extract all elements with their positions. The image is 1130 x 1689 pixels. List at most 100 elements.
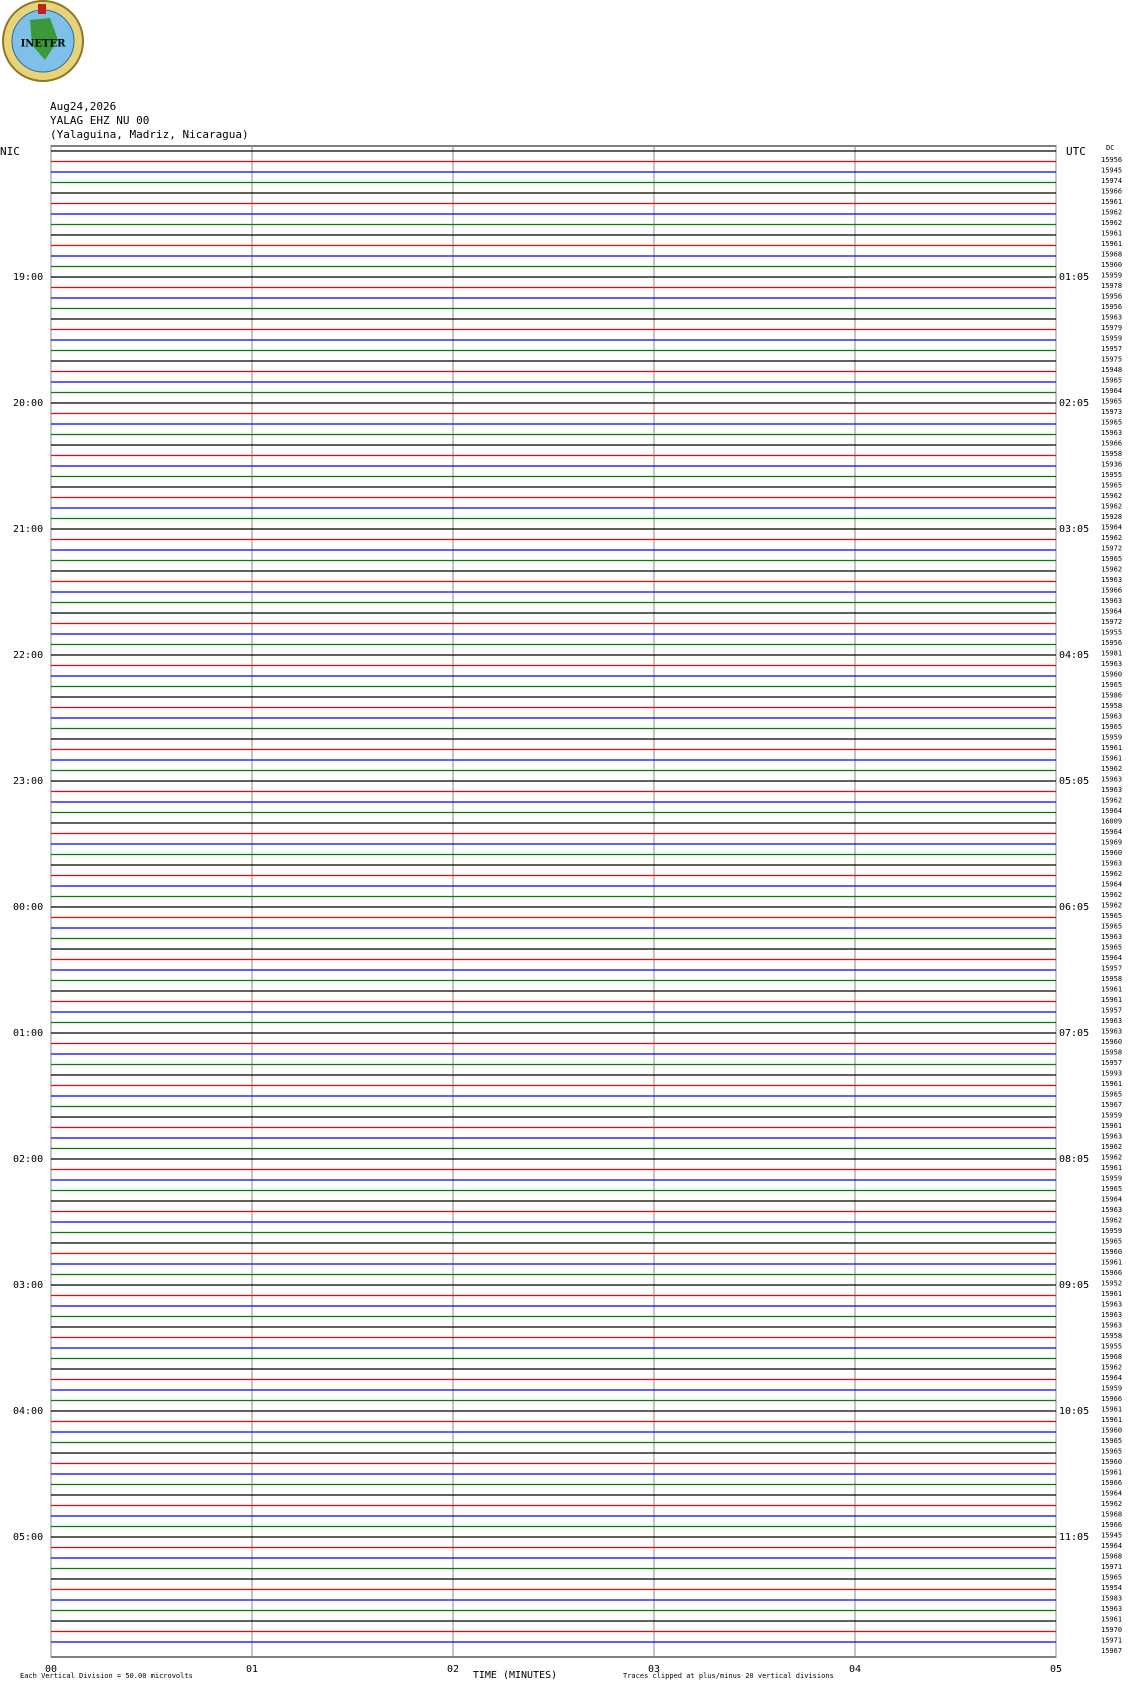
dc-value: 15966 bbox=[1101, 1479, 1122, 1487]
left-hour: 00:00 bbox=[13, 902, 43, 913]
dc-value: 15968 bbox=[1101, 1511, 1122, 1519]
right-hour: 06:05 bbox=[1059, 902, 1089, 913]
dc-value: 15966 bbox=[1101, 1269, 1122, 1277]
left-hour: 04:00 bbox=[13, 1406, 43, 1417]
dc-value: 15971 bbox=[1101, 1637, 1122, 1645]
dc-header: DC bbox=[1106, 144, 1114, 152]
dc-value: 15936 bbox=[1101, 461, 1122, 469]
dc-value: 15962 bbox=[1101, 1143, 1122, 1151]
dc-value: 15962 bbox=[1101, 1500, 1122, 1508]
dc-value: 15962 bbox=[1101, 1217, 1122, 1225]
dc-value: 15964 bbox=[1101, 524, 1122, 532]
dc-value: 15961 bbox=[1101, 986, 1122, 994]
left-hour: 19:00 bbox=[13, 272, 43, 283]
x-tick-label: 04 bbox=[849, 1664, 861, 1675]
dc-value: 15963 bbox=[1101, 429, 1122, 437]
dc-value: 15965 bbox=[1101, 419, 1122, 427]
dc-value: 15964 bbox=[1101, 881, 1122, 889]
left-hour: 02:00 bbox=[13, 1154, 43, 1165]
dc-value: 15964 bbox=[1101, 1490, 1122, 1498]
dc-value: 15978 bbox=[1101, 282, 1122, 290]
dc-value: 15962 bbox=[1101, 209, 1122, 217]
dc-value: 16009 bbox=[1101, 818, 1122, 826]
dc-value: 15975 bbox=[1101, 356, 1122, 364]
dc-value: 15967 bbox=[1101, 1647, 1122, 1655]
dc-value: 15963 bbox=[1101, 1028, 1122, 1036]
dc-value: 15961 bbox=[1101, 755, 1122, 763]
dc-value: 15962 bbox=[1101, 1364, 1122, 1372]
dc-value: 15955 bbox=[1101, 471, 1122, 479]
dc-value: 15956 bbox=[1101, 156, 1122, 164]
right-hour: 08:05 bbox=[1059, 1154, 1089, 1165]
dc-value: 15965 bbox=[1101, 482, 1122, 490]
dc-value: 15961 bbox=[1101, 230, 1122, 238]
left-hour: 21:00 bbox=[13, 524, 43, 535]
right-hour: 02:05 bbox=[1059, 398, 1089, 409]
dc-value: 15960 bbox=[1101, 849, 1122, 857]
dc-value: 15965 bbox=[1101, 377, 1122, 385]
dc-value: 15961 bbox=[1101, 198, 1122, 206]
dc-value: 15965 bbox=[1101, 1185, 1122, 1193]
dc-value: 15945 bbox=[1101, 1532, 1122, 1540]
dc-value: 15965 bbox=[1101, 923, 1122, 931]
dc-value: 15960 bbox=[1101, 261, 1122, 269]
dc-value: 15956 bbox=[1101, 639, 1122, 647]
dc-value: 15960 bbox=[1101, 1458, 1122, 1466]
dc-value: 15945 bbox=[1101, 167, 1122, 175]
dc-value: 15972 bbox=[1101, 545, 1122, 553]
clip-note: Traces clipped at plus/minus 20 vertical… bbox=[623, 1672, 834, 1680]
right-hour: 03:05 bbox=[1059, 524, 1089, 535]
dc-value: 15964 bbox=[1101, 1374, 1122, 1382]
dc-value: 15960 bbox=[1101, 1038, 1122, 1046]
dc-value: 15965 bbox=[1101, 1091, 1122, 1099]
right-hour: 07:05 bbox=[1059, 1028, 1089, 1039]
dc-value: 15962 bbox=[1101, 534, 1122, 542]
dc-value: 15964 bbox=[1101, 608, 1122, 616]
dc-value: 15964 bbox=[1101, 387, 1122, 395]
x-tick-label: 00 bbox=[45, 1664, 57, 1675]
x-tick-label: 03 bbox=[648, 1664, 660, 1675]
dc-value: 15963 bbox=[1101, 660, 1122, 668]
left-hour: 03:00 bbox=[13, 1280, 43, 1291]
dc-value: 15983 bbox=[1101, 1595, 1122, 1603]
dc-value: 15955 bbox=[1101, 1343, 1122, 1351]
dc-value: 15956 bbox=[1101, 293, 1122, 301]
dc-value: 15959 bbox=[1101, 335, 1122, 343]
dc-value: 15965 bbox=[1101, 723, 1122, 731]
dc-value: 15928 bbox=[1101, 513, 1122, 521]
dc-value: 15959 bbox=[1101, 1112, 1122, 1120]
dc-value: 15963 bbox=[1101, 713, 1122, 721]
dc-value: 15964 bbox=[1101, 954, 1122, 962]
dc-value: 15963 bbox=[1101, 1605, 1122, 1613]
right-hour: 04:05 bbox=[1059, 650, 1089, 661]
dc-value: 15959 bbox=[1101, 1175, 1122, 1183]
dc-value: 15960 bbox=[1101, 1248, 1122, 1256]
left-hour: 01:00 bbox=[13, 1028, 43, 1039]
dc-value: 15957 bbox=[1101, 345, 1122, 353]
dc-value: 15974 bbox=[1101, 177, 1122, 185]
dc-value: 15963 bbox=[1101, 1133, 1122, 1141]
logo-text: INETER bbox=[21, 39, 67, 50]
dc-value: 15962 bbox=[1101, 765, 1122, 773]
x-tick-label: 02 bbox=[447, 1664, 459, 1675]
dc-value: 15959 bbox=[1101, 272, 1122, 280]
dc-value: 15964 bbox=[1101, 1542, 1122, 1550]
title-line: Aug24,2026 bbox=[50, 100, 116, 113]
right-hour: 09:05 bbox=[1059, 1280, 1089, 1291]
dc-value: 15963 bbox=[1101, 776, 1122, 784]
dc-value: 15961 bbox=[1101, 1122, 1122, 1130]
dc-value: 15961 bbox=[1101, 1080, 1122, 1088]
dc-value: 15961 bbox=[1101, 996, 1122, 1004]
dc-value: 15965 bbox=[1101, 1238, 1122, 1246]
dc-value: 15965 bbox=[1101, 1448, 1122, 1456]
logo: INETER bbox=[2, 0, 84, 82]
dc-value: 15958 bbox=[1101, 1332, 1122, 1340]
dc-value: 15981 bbox=[1101, 650, 1122, 658]
dc-value: 15958 bbox=[1101, 702, 1122, 710]
dc-value: 15962 bbox=[1101, 797, 1122, 805]
right-hour: 11:05 bbox=[1059, 1532, 1089, 1543]
x-tick-label: 05 bbox=[1050, 1664, 1062, 1675]
right-zone: UTC bbox=[1066, 145, 1086, 158]
dc-value: 15962 bbox=[1101, 566, 1122, 574]
dc-value: 15960 bbox=[1101, 1427, 1122, 1435]
